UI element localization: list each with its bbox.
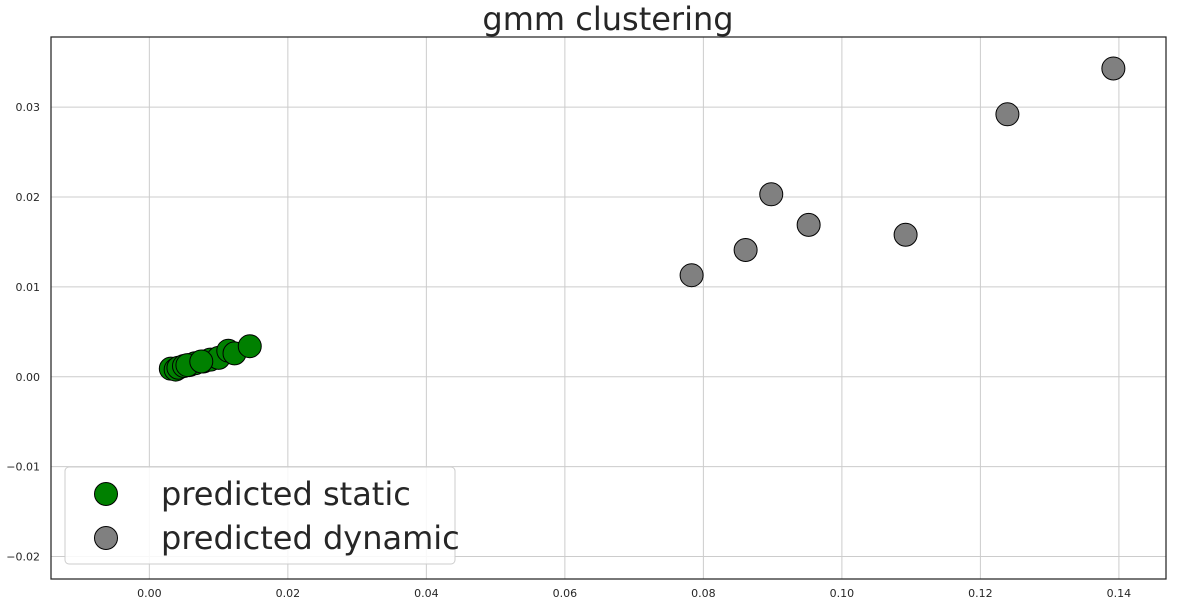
x-tick-label: 0.02 xyxy=(276,587,301,600)
data-points xyxy=(158,56,1126,382)
data-point xyxy=(733,238,758,263)
data-point xyxy=(679,263,704,288)
data-point xyxy=(759,182,784,207)
grid-lines xyxy=(51,37,1166,579)
x-tick-label: 0.00 xyxy=(137,587,162,600)
data-point xyxy=(995,102,1020,127)
legend: predicted static predicted dynamic xyxy=(64,466,460,565)
y-tick-label: −0.01 xyxy=(6,461,40,474)
y-axis-tick-labels: −0.02 −0.01 0.00 0.01 0.02 0.03 xyxy=(6,101,40,563)
legend-box xyxy=(64,466,456,565)
x-tick-label: 0.06 xyxy=(553,587,578,600)
x-tick-label: 0.10 xyxy=(830,587,855,600)
data-point xyxy=(1101,56,1126,81)
x-axis-tick-labels: 0.00 0.02 0.04 0.06 0.08 0.10 0.12 0.14 xyxy=(137,587,1131,600)
legend-marker xyxy=(94,526,118,550)
legend-label: predicted static xyxy=(161,475,411,513)
y-tick-label: 0.00 xyxy=(16,371,41,384)
x-tick-label: 0.12 xyxy=(968,587,993,600)
x-tick-label: 0.08 xyxy=(691,587,716,600)
chart-title: gmm clustering xyxy=(482,0,733,38)
x-tick-label: 0.14 xyxy=(1107,587,1132,600)
legend-label: predicted dynamic xyxy=(161,519,460,557)
legend-marker xyxy=(94,482,118,506)
y-tick-label: 0.03 xyxy=(16,101,41,114)
plot-area-frame xyxy=(50,36,1167,580)
y-tick-label: 0.01 xyxy=(16,281,41,294)
series-predicted-dynamic xyxy=(679,56,1126,288)
data-point xyxy=(893,222,918,247)
data-point xyxy=(189,349,214,374)
series-predicted-static xyxy=(158,334,262,382)
y-tick-label: 0.02 xyxy=(16,191,41,204)
x-tick-label: 0.04 xyxy=(414,587,439,600)
data-point xyxy=(237,334,262,359)
y-tick-label: −0.02 xyxy=(6,551,40,564)
data-point xyxy=(796,212,821,237)
